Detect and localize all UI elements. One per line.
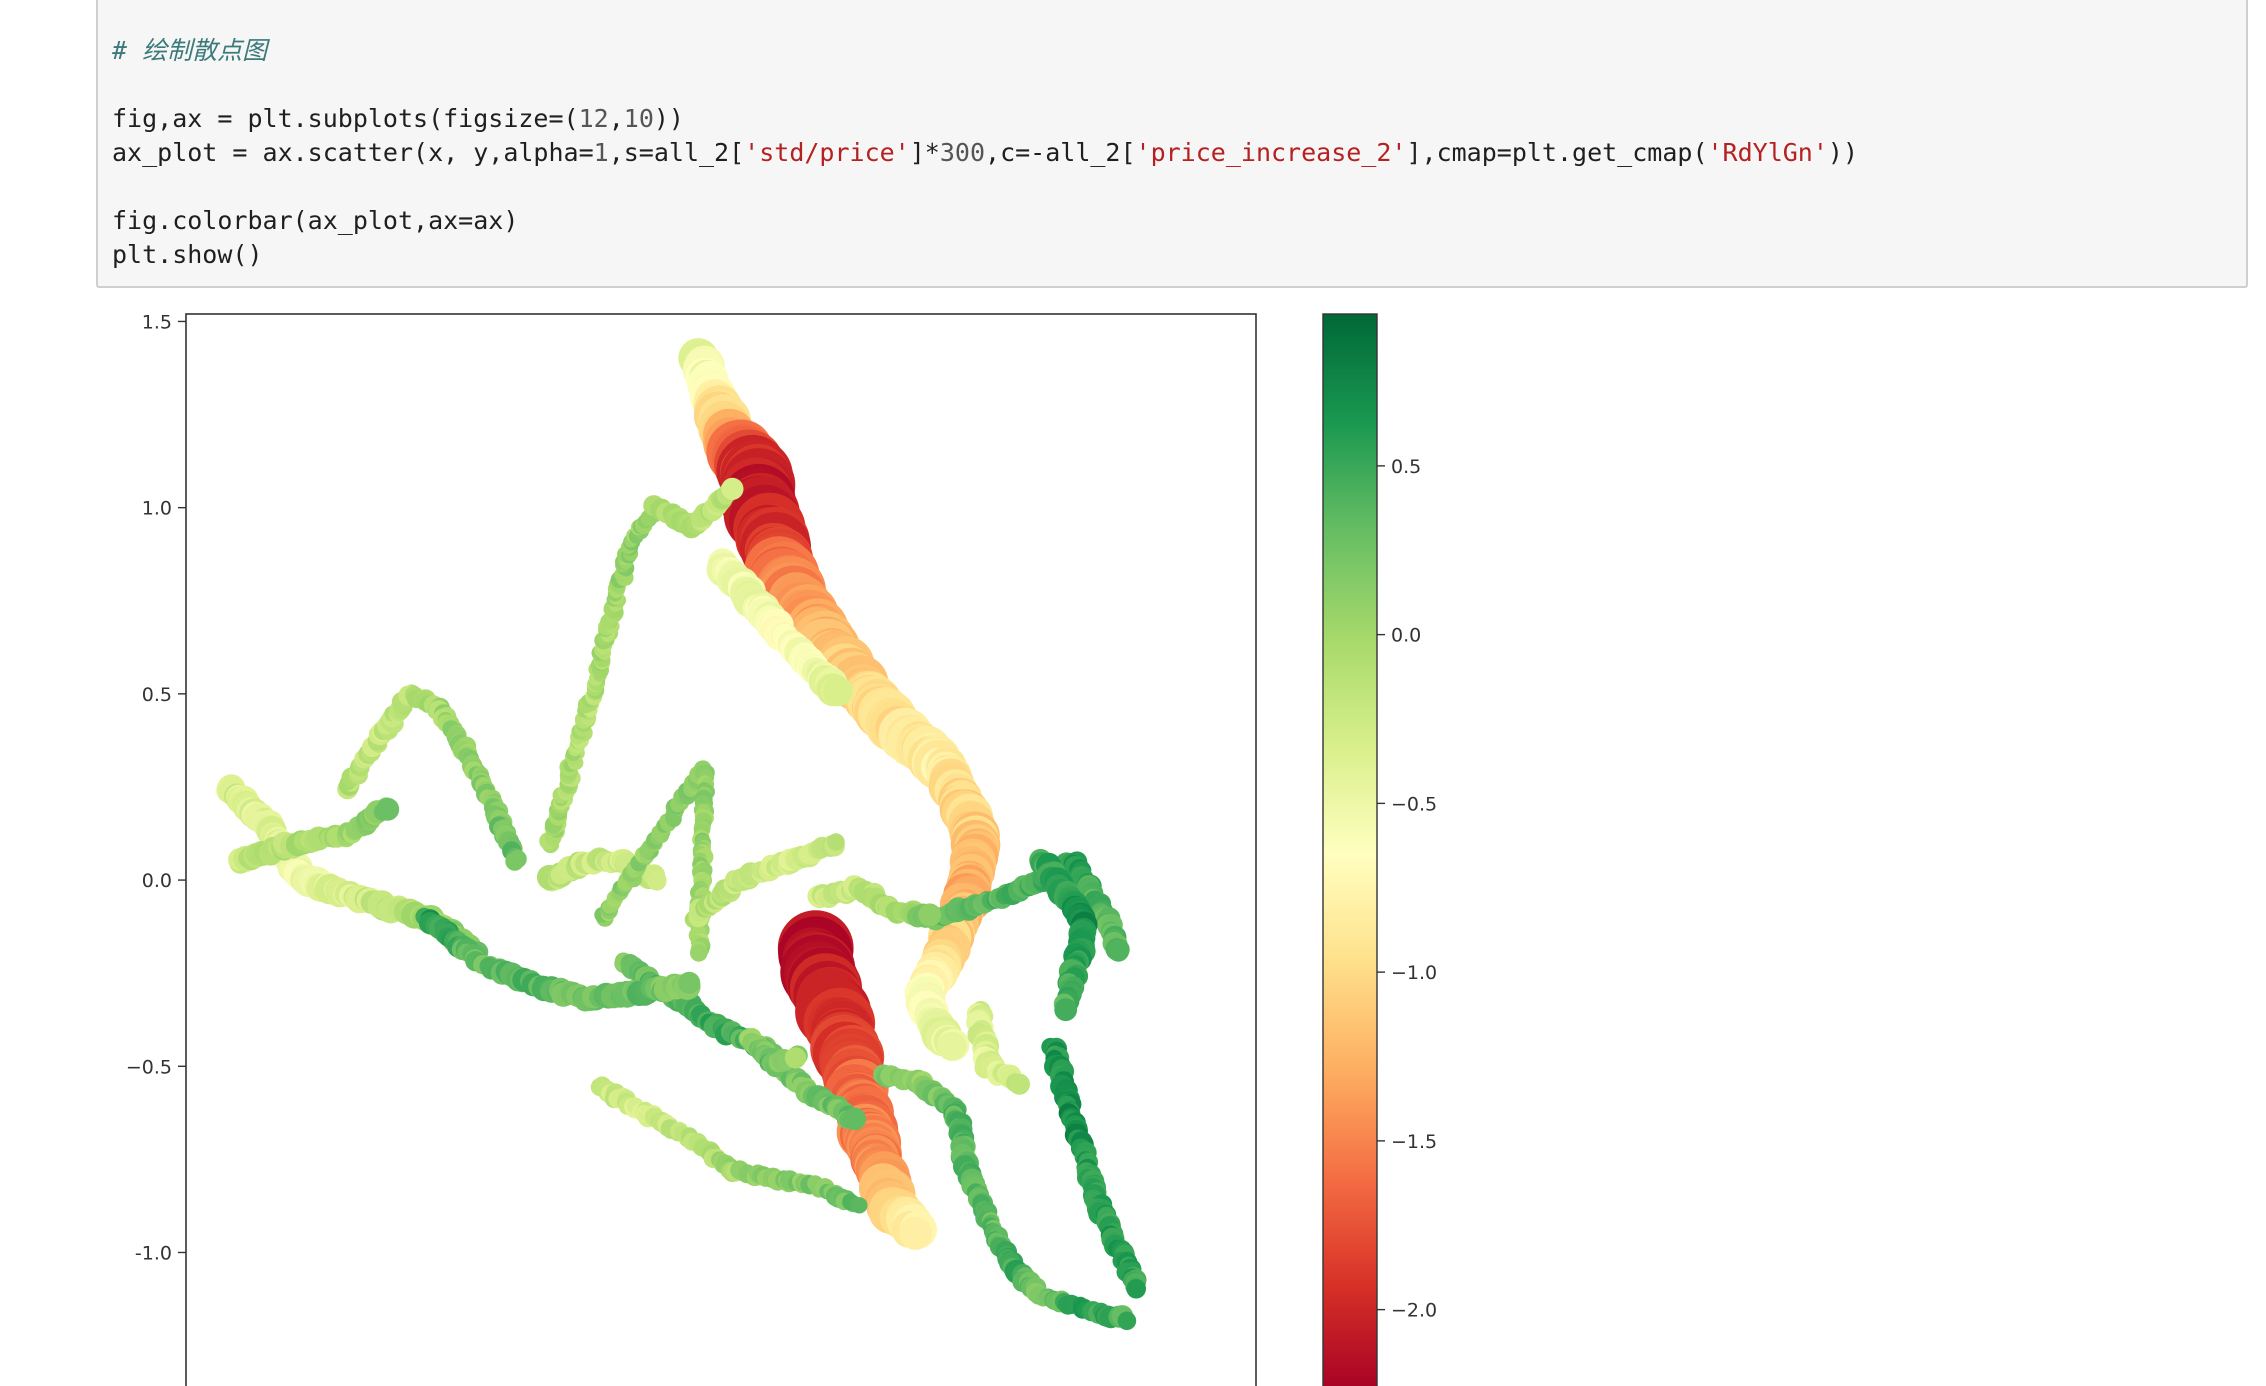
code-line <box>112 68 1858 102</box>
code-line: # 绘制散点图 <box>112 34 1858 68</box>
code-token: # 绘制散点图 <box>112 36 268 65</box>
scatter-point <box>918 903 942 927</box>
scatter-point <box>843 1107 866 1131</box>
scatter-point <box>721 477 744 500</box>
scatter-output: 1.5 1.0 0.5 0.0 −0.5 -1.0 0.5 0.0 −0.5 −1.0 −1.5 −2… <box>126 311 1437 1386</box>
code-token: 'price_increase_2' <box>1135 138 1407 167</box>
code-token: 300 <box>939 138 986 167</box>
code-token: ax_plot = ax.scatter(x, y,alpha= <box>112 138 594 167</box>
code-token: ,s=all_2[ <box>608 138 745 167</box>
y-tick-label: 1.0 <box>142 498 172 520</box>
code-token: fig,ax = plt.subplots(figsize=( <box>112 104 579 133</box>
scatter-point <box>898 1216 932 1250</box>
code-token: fig.colorbar(ax_plot,ax=ax) <box>112 206 519 235</box>
scatter-point <box>1008 1073 1030 1095</box>
scatter-point <box>822 676 853 707</box>
colorbar <box>1322 313 1378 1386</box>
code-line: fig.colorbar(ax_plot,ax=ax) <box>112 204 1858 238</box>
code-token: )) <box>1827 138 1859 167</box>
scatter-point <box>690 944 708 962</box>
scatter-point <box>678 971 701 995</box>
y-tick-label: 0.5 <box>142 684 172 706</box>
code-token: 1 <box>593 138 609 167</box>
scatter-points <box>216 338 1147 1331</box>
code-token: )) <box>653 104 684 133</box>
code-token: 'std/price' <box>744 138 910 167</box>
code-line: ax_plot = ax.scatter(x, y,alpha=1,s=all_… <box>112 136 1858 170</box>
code-token: , <box>608 104 624 133</box>
scatter-point <box>647 871 667 891</box>
scatter-point <box>784 1047 807 1069</box>
code-line: fig,ax = plt.subplots(figsize=(12,10)) <box>112 102 1858 136</box>
colorbar-tick-label: −1.0 <box>1391 962 1437 984</box>
y-tick-label: −0.5 <box>126 1056 172 1078</box>
code-line: plt.show() <box>112 238 1858 272</box>
code-token: 'RdYlGn' <box>1707 138 1828 167</box>
axes-frame <box>185 313 1257 1386</box>
scatter-point <box>376 797 400 821</box>
scatter-point <box>851 1197 868 1214</box>
code-token: ],cmap=plt.get_cmap( <box>1406 138 1708 167</box>
colorbar-tick-label: −1.5 <box>1391 1131 1437 1153</box>
colorbar-tick-label: 0.5 <box>1391 456 1421 478</box>
code-token: plt.show() <box>112 240 263 269</box>
colorbar-tick-label: 0.0 <box>1391 625 1421 647</box>
scatter-point <box>1126 1279 1146 1299</box>
code-editor[interactable]: # 绘制散点图 fig,ax = plt.subplots(figsize=(12… <box>112 34 1858 272</box>
code-token: 10 <box>623 104 654 133</box>
code-cell[interactable]: # 绘制散点图 fig,ax = plt.subplots(figsize=(12… <box>96 0 2248 288</box>
code-token: ,c=-all_2[ <box>985 138 1136 167</box>
y-tick-label: 1.5 <box>142 311 172 333</box>
code-line <box>112 170 1858 204</box>
scatter-point <box>937 1031 967 1061</box>
colorbar-tick-label: −0.5 <box>1391 793 1437 815</box>
scatter-point <box>505 852 525 871</box>
scatter-point <box>1054 998 1078 1022</box>
colorbar-tick-label: −2.0 <box>1391 1300 1437 1322</box>
code-token: ]* <box>909 138 940 167</box>
scatter-point <box>1107 940 1130 962</box>
code-token: 12 <box>578 104 609 133</box>
y-tick-label: -1.0 <box>135 1242 172 1264</box>
y-tick-label: 0.0 <box>142 870 172 892</box>
scatter-point <box>827 833 845 851</box>
scatter-point <box>1117 1311 1137 1331</box>
